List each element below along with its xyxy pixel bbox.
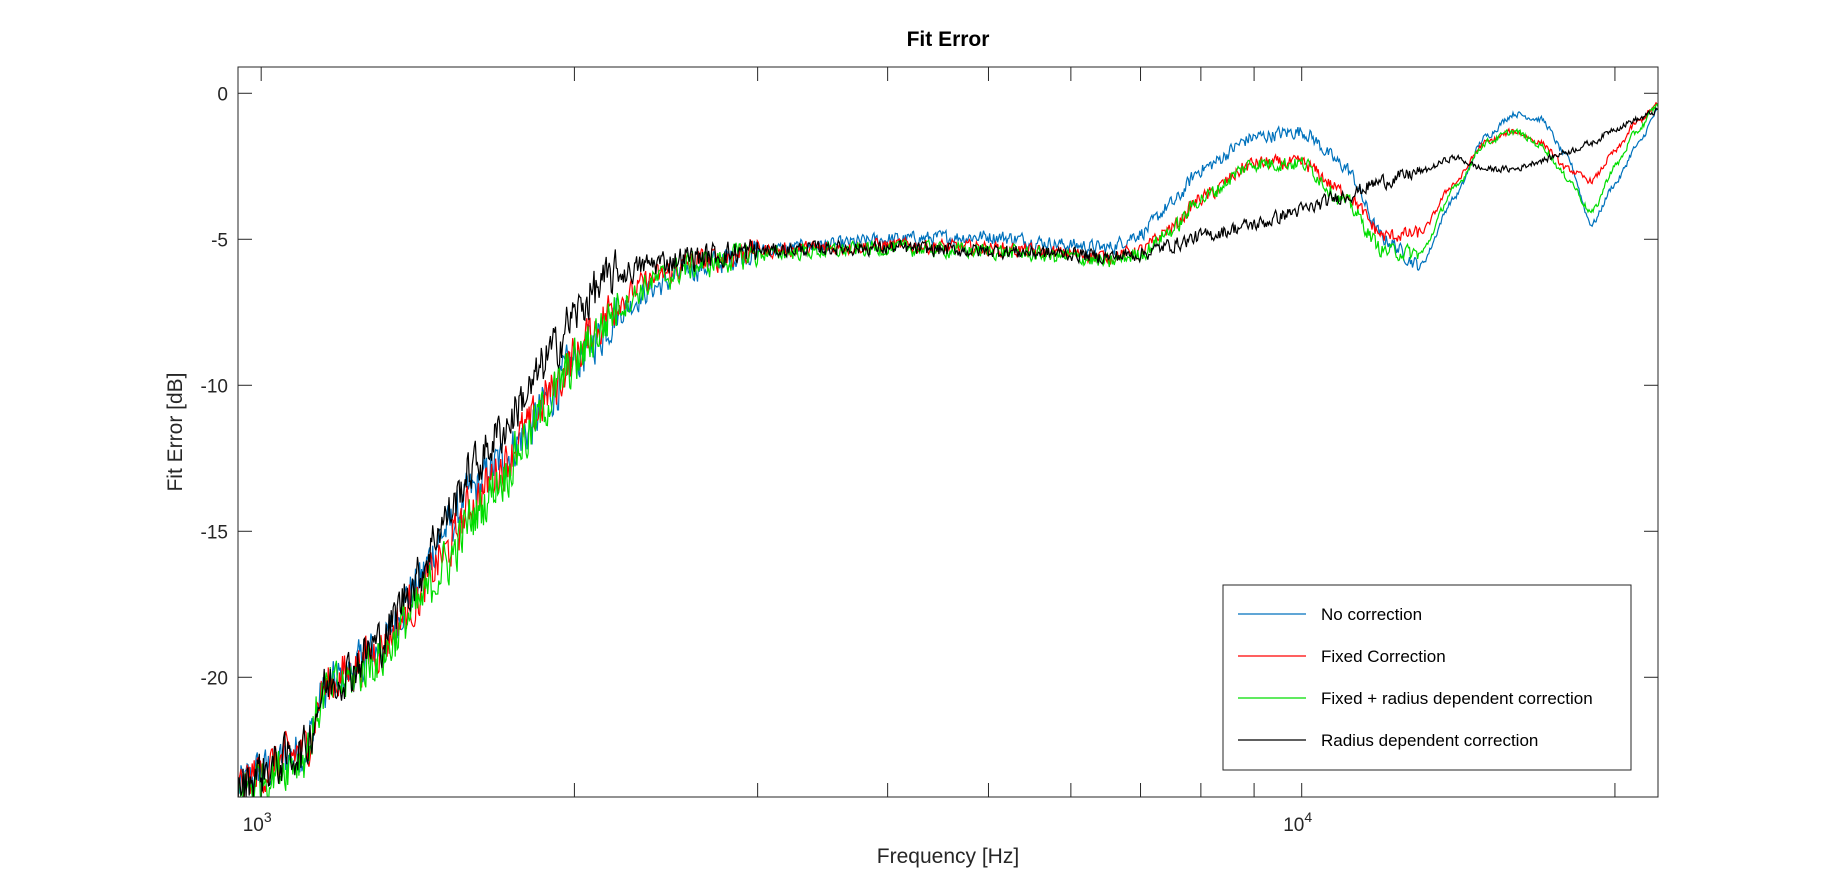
legend-label: Radius dependent correction xyxy=(1321,731,1538,750)
y-tick-label: -5 xyxy=(211,230,228,251)
y-tick-label: 0 xyxy=(217,84,228,105)
x-axis-label: Frequency [Hz] xyxy=(877,845,1019,868)
chart-title: Fit Error xyxy=(907,28,990,51)
y-tick-label: -15 xyxy=(201,522,228,543)
y-axis-label: Fit Error [dB] xyxy=(164,372,187,491)
y-tick-label: -20 xyxy=(201,668,228,689)
legend: No correction Fixed Correction Fixed + rad… xyxy=(1222,584,1632,771)
legend-items: No correction Fixed Correction Fixed + rad… xyxy=(1238,605,1593,750)
series-layer xyxy=(238,101,1658,797)
plot-box xyxy=(237,66,1659,798)
legend-label: Fixed Correction xyxy=(1321,647,1446,666)
x-tick-exponent: 4 xyxy=(1304,809,1312,825)
x-tick-base: 10 xyxy=(1283,815,1304,836)
x-tick-label: 103 xyxy=(243,809,272,836)
series-line xyxy=(238,107,1658,797)
legend-label: No correction xyxy=(1321,605,1422,624)
y-tick-label: -10 xyxy=(201,376,228,397)
legend-box xyxy=(1222,584,1632,771)
series-line xyxy=(238,103,1658,797)
x-tick-exponent: 3 xyxy=(264,809,272,825)
legend-label: Fixed + radius dependent correction xyxy=(1321,689,1593,708)
x-tick-label: 104 xyxy=(1283,809,1312,836)
x-tick-base: 10 xyxy=(243,815,264,836)
